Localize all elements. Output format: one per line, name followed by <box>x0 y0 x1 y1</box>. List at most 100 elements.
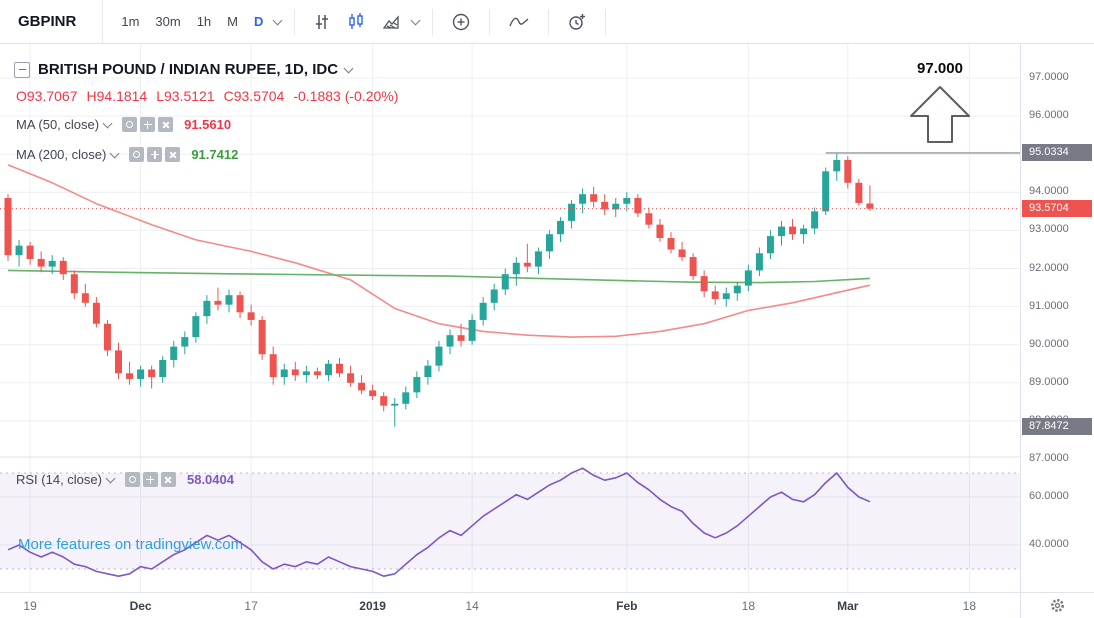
area-style-icon[interactable] <box>374 9 409 35</box>
chevron-down-icon[interactable] <box>102 118 113 128</box>
rsi-label[interactable]: RSI (14, close) <box>16 472 102 487</box>
candle-body <box>291 369 299 376</box>
curve-tool-icon[interactable] <box>500 10 538 34</box>
chevron-down-icon[interactable] <box>343 63 354 73</box>
ma200-label[interactable]: MA (200, close) <box>16 147 107 162</box>
candle-body <box>645 213 653 225</box>
candle-body <box>37 258 45 267</box>
time-axis-label: Dec <box>129 599 152 613</box>
time-axis[interactable]: 19 Dec 17 2019 14 Feb 18 Mar 18 <box>0 592 1020 618</box>
toolbar-divider <box>605 8 607 35</box>
candle-body <box>159 359 167 378</box>
candle-body <box>369 390 377 397</box>
alert-clock-icon[interactable] <box>559 8 595 36</box>
price-axis-label: 97.0000 <box>1029 71 1069 83</box>
candle-body <box>347 373 355 383</box>
candle-body <box>523 262 531 267</box>
chevron-down-icon[interactable] <box>272 15 283 25</box>
chart-settings-button[interactable] <box>1020 592 1094 618</box>
rsi-axis-label: 60.0000 <box>1029 490 1069 502</box>
ma50-label[interactable]: MA (50, close) <box>16 117 100 132</box>
candle-body <box>789 226 797 235</box>
chevron-down-icon[interactable] <box>105 473 116 483</box>
price-axis-label: 92.0000 <box>1029 261 1069 274</box>
candle-body <box>711 291 719 299</box>
hide-indicator-button[interactable] <box>122 117 138 132</box>
rsi-line[interactable] <box>7 467 871 578</box>
candle-body <box>115 350 122 374</box>
chart-canvas[interactable] <box>0 44 1020 592</box>
candle-body <box>192 316 200 338</box>
chart-title: BRITISH POUND / INDIAN RUPEE, 1D, IDC <box>38 61 339 78</box>
interval-selector: 1m 30m 1h M D <box>113 8 271 35</box>
candle-body <box>534 251 542 267</box>
remove-indicator-button[interactable] <box>165 147 181 162</box>
candle-body <box>4 198 12 256</box>
tradingview-watermark-link[interactable]: More features on tradingview.com <box>18 536 244 553</box>
candle-body <box>656 224 664 239</box>
candle-body <box>225 295 233 305</box>
price-axis[interactable]: 97.000096.000095.000094.000093.000092.00… <box>1020 44 1094 592</box>
interval-button-1h[interactable]: 1h <box>189 8 219 35</box>
candle-body <box>689 257 697 277</box>
candle-body <box>15 245 23 256</box>
ma200-line[interactable] <box>7 269 870 284</box>
hide-indicator-button[interactable] <box>124 472 140 487</box>
candle-body <box>755 253 763 271</box>
candle-body <box>103 323 111 351</box>
rsi-band <box>0 472 1020 570</box>
hide-indicator-button[interactable] <box>129 147 145 162</box>
sliders-icon[interactable] <box>305 9 339 35</box>
candle-body <box>479 302 487 320</box>
toolbar-divider <box>489 8 491 35</box>
symbol-name[interactable]: GBPINR <box>0 0 104 43</box>
candle-body <box>811 211 819 229</box>
candle-body <box>545 234 553 252</box>
remove-indicator-button[interactable] <box>160 472 176 487</box>
indicator-settings-button[interactable] <box>140 117 156 132</box>
candle-body <box>512 262 520 275</box>
candle-body <box>236 295 244 313</box>
interval-button-1m[interactable]: 1m <box>113 8 147 35</box>
candle-body <box>92 302 100 324</box>
candle-body <box>744 270 752 286</box>
candlestick-style-icon[interactable] <box>339 8 374 35</box>
collapse-pane-icon[interactable] <box>14 61 30 78</box>
chevron-down-icon[interactable] <box>109 148 120 158</box>
interval-button-D[interactable]: D <box>246 8 271 35</box>
time-axis-label: 18 <box>962 599 977 613</box>
chevron-down-icon[interactable] <box>410 15 421 25</box>
time-axis-label: 2019 <box>359 599 386 613</box>
remove-indicator-button[interactable] <box>158 117 174 132</box>
candle-body <box>446 335 454 347</box>
candle-body <box>324 363 332 376</box>
candle-body <box>667 238 675 250</box>
candle-body <box>402 392 410 404</box>
arrow-annotation[interactable] <box>910 86 970 143</box>
time-axis-label: Mar <box>837 599 859 613</box>
grid-lines <box>0 44 1020 592</box>
change-value: -0.1883 (-0.20%) <box>293 88 399 104</box>
indicator-settings-button[interactable] <box>147 147 163 162</box>
candle-body <box>358 382 366 391</box>
candle-body <box>148 369 156 378</box>
candle-body <box>722 293 730 299</box>
toolbar-divider <box>294 8 296 35</box>
ma50-line[interactable] <box>7 164 871 338</box>
compare-add-icon[interactable] <box>443 8 479 36</box>
interval-button-M[interactable]: M <box>219 8 246 35</box>
price-target-annotation[interactable]: 97.000 <box>917 60 963 77</box>
low-value: L93.5121 <box>156 88 215 104</box>
indicator-settings-button[interactable] <box>142 472 158 487</box>
candle-body <box>203 300 211 317</box>
candle-body <box>435 346 443 366</box>
candle-body <box>601 201 609 210</box>
candle-body <box>391 403 399 406</box>
time-axis-label: 14 <box>465 599 479 613</box>
candle-body <box>269 354 277 378</box>
interval-button-30m[interactable]: 30m <box>147 8 188 35</box>
rsi-legend: RSI (14, close) 58.0404 <box>16 472 234 487</box>
candle-body <box>258 319 266 355</box>
candle-body <box>214 300 222 305</box>
candle-body <box>457 335 465 341</box>
